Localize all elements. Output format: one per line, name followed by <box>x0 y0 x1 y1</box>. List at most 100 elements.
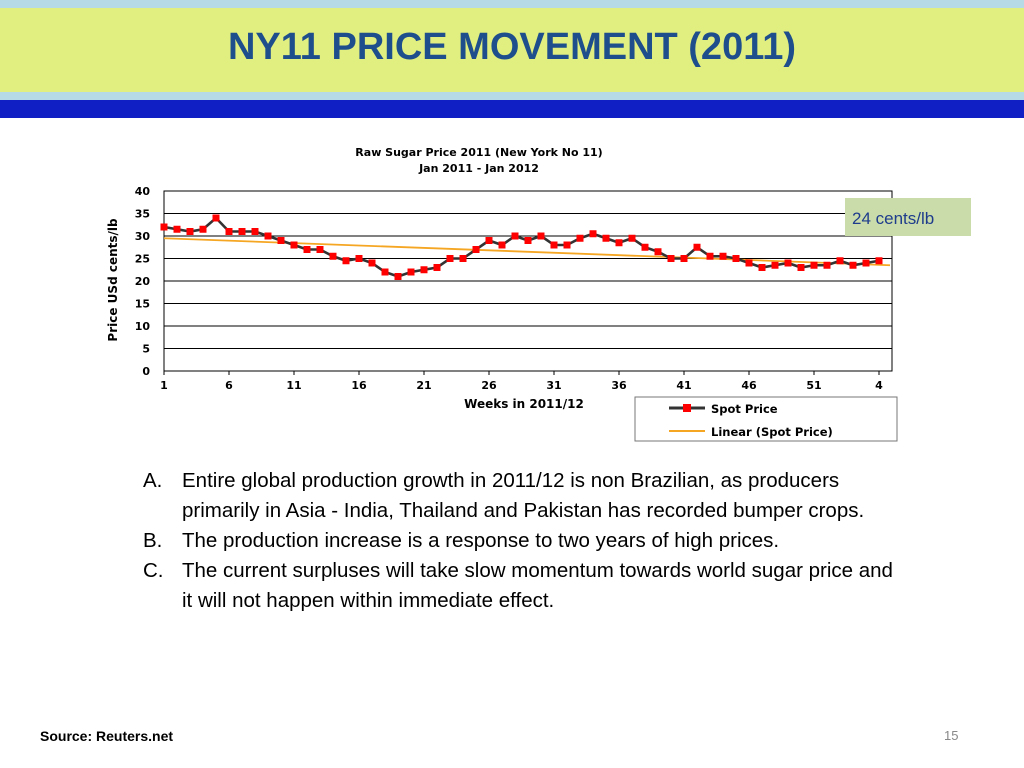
y-tick-label: 35 <box>135 208 150 221</box>
spot-price-point <box>524 237 532 244</box>
spot-price-point <box>641 243 649 251</box>
spot-price-point <box>771 261 779 269</box>
spot-price-point <box>433 264 441 271</box>
page-number: 15 <box>944 728 959 743</box>
spot-price-point <box>173 225 181 233</box>
price-callout-text: 24 cents/lb <box>852 209 935 228</box>
bullet-text: The production increase is a response to… <box>182 529 780 552</box>
spot-price-point <box>485 237 493 244</box>
blue-accent-band <box>0 100 1024 118</box>
spot-price-point <box>758 264 766 271</box>
y-tick-label: 5 <box>142 343 150 356</box>
x-tick-label: 31 <box>546 379 561 392</box>
bullet-text: The current surpluses will take slow mom… <box>182 559 893 612</box>
spot-price-point <box>199 225 207 233</box>
x-tick-label: 1 <box>160 379 168 392</box>
x-axis-label: Weeks in 2011/12 <box>464 397 584 411</box>
spot-price-point <box>186 228 194 235</box>
bullet-marker: C. <box>143 559 164 582</box>
spot-price-point <box>472 246 480 253</box>
spot-price-point <box>277 237 285 244</box>
price-callout-box <box>845 198 971 236</box>
chart-gridlines <box>163 190 893 372</box>
spot-price-point <box>303 246 311 253</box>
x-tick-label: 46 <box>741 379 757 392</box>
y-tick-label: 10 <box>135 320 151 333</box>
x-tick-label: 11 <box>286 379 301 392</box>
bullet-b: B. The production increase is a response… <box>143 526 903 556</box>
y-tick-label: 40 <box>135 185 151 198</box>
spot-price-point <box>849 261 857 269</box>
bullet-marker: A. <box>143 469 163 492</box>
spot-price-point <box>875 257 883 265</box>
spot-price-point <box>667 255 675 262</box>
spot-price-point <box>355 255 363 262</box>
y-tick-label: 25 <box>135 253 150 266</box>
chart-legend: Spot Price Linear (Spot Price) <box>634 396 898 442</box>
spot-price-point <box>693 243 701 251</box>
spot-price-point <box>381 268 389 276</box>
spot-price-point <box>836 257 844 265</box>
legend-spot-label: Spot Price <box>711 402 778 416</box>
y-axis-ticks: 0 5 10 15 20 25 30 35 40 <box>135 185 151 378</box>
x-tick-label: 51 <box>806 379 821 392</box>
spot-price-point <box>615 239 623 247</box>
x-tick-label: 41 <box>676 379 691 392</box>
x-tick-label: 16 <box>351 379 367 392</box>
spot-price-point <box>589 230 597 238</box>
spot-price-point <box>862 259 870 267</box>
spot-price-point <box>264 232 272 240</box>
light-accent-band <box>0 92 1024 100</box>
spot-price-point <box>238 228 246 235</box>
x-tick-label: 36 <box>611 379 627 392</box>
spot-price-point <box>576 234 584 242</box>
spot-price-point <box>498 241 506 249</box>
spot-price-series <box>160 214 883 280</box>
spot-price-point <box>602 234 610 242</box>
spot-price-point <box>368 259 376 267</box>
y-tick-label: 20 <box>135 275 151 288</box>
spot-price-point <box>797 264 805 271</box>
spot-price-point <box>160 223 168 231</box>
slide-title: NY11 PRICE MOVEMENT (2011) <box>227 26 797 68</box>
spot-price-point <box>251 228 259 235</box>
spot-price-point <box>394 273 402 280</box>
bullet-c: C. The current surpluses will take slow … <box>143 556 903 616</box>
spot-price-point <box>537 232 545 240</box>
legend-spot-marker <box>683 404 691 412</box>
chart-title: Raw Sugar Price 2011 (New York No 11) <box>355 146 602 159</box>
bullet-a: A. Entire global production growth in 20… <box>143 466 903 526</box>
spot-price-point <box>550 241 558 249</box>
spot-price-point <box>810 261 818 269</box>
spot-price-point <box>654 248 662 256</box>
spot-price-point <box>719 252 727 260</box>
spot-price-point <box>784 259 792 267</box>
spot-price-point <box>290 241 298 249</box>
spot-price-point <box>212 214 220 222</box>
spot-price-point <box>706 252 714 260</box>
spot-price-point <box>628 234 636 242</box>
x-axis-ticks: 1 6 11 16 21 26 31 36 41 46 51 4 <box>160 371 883 392</box>
top-accent-band <box>0 0 1024 8</box>
source-note: Source: Reuters.net <box>40 728 174 744</box>
x-tick-label: 4 <box>875 379 883 392</box>
spot-price-point <box>823 261 831 269</box>
legend-trend-label: Linear (Spot Price) <box>711 425 833 439</box>
x-tick-label: 21 <box>416 379 431 392</box>
spot-price-point <box>745 259 753 267</box>
spot-price-point <box>459 255 467 262</box>
x-tick-label: 26 <box>481 379 497 392</box>
spot-price-point <box>680 255 688 262</box>
price-chart: Raw Sugar Price 2011 (New York No 11) Ja… <box>106 146 898 442</box>
spot-price-point <box>446 255 454 262</box>
spot-price-point <box>342 257 350 265</box>
spot-price-point <box>225 228 233 235</box>
spot-price-point <box>563 241 571 249</box>
spot-price-point <box>329 252 337 260</box>
spot-price-point <box>316 246 324 253</box>
title-bar <box>0 8 1024 92</box>
spot-price-point <box>511 232 519 240</box>
y-tick-label: 0 <box>142 365 150 378</box>
y-tick-label: 15 <box>135 298 150 311</box>
spot-price-point <box>732 255 740 262</box>
